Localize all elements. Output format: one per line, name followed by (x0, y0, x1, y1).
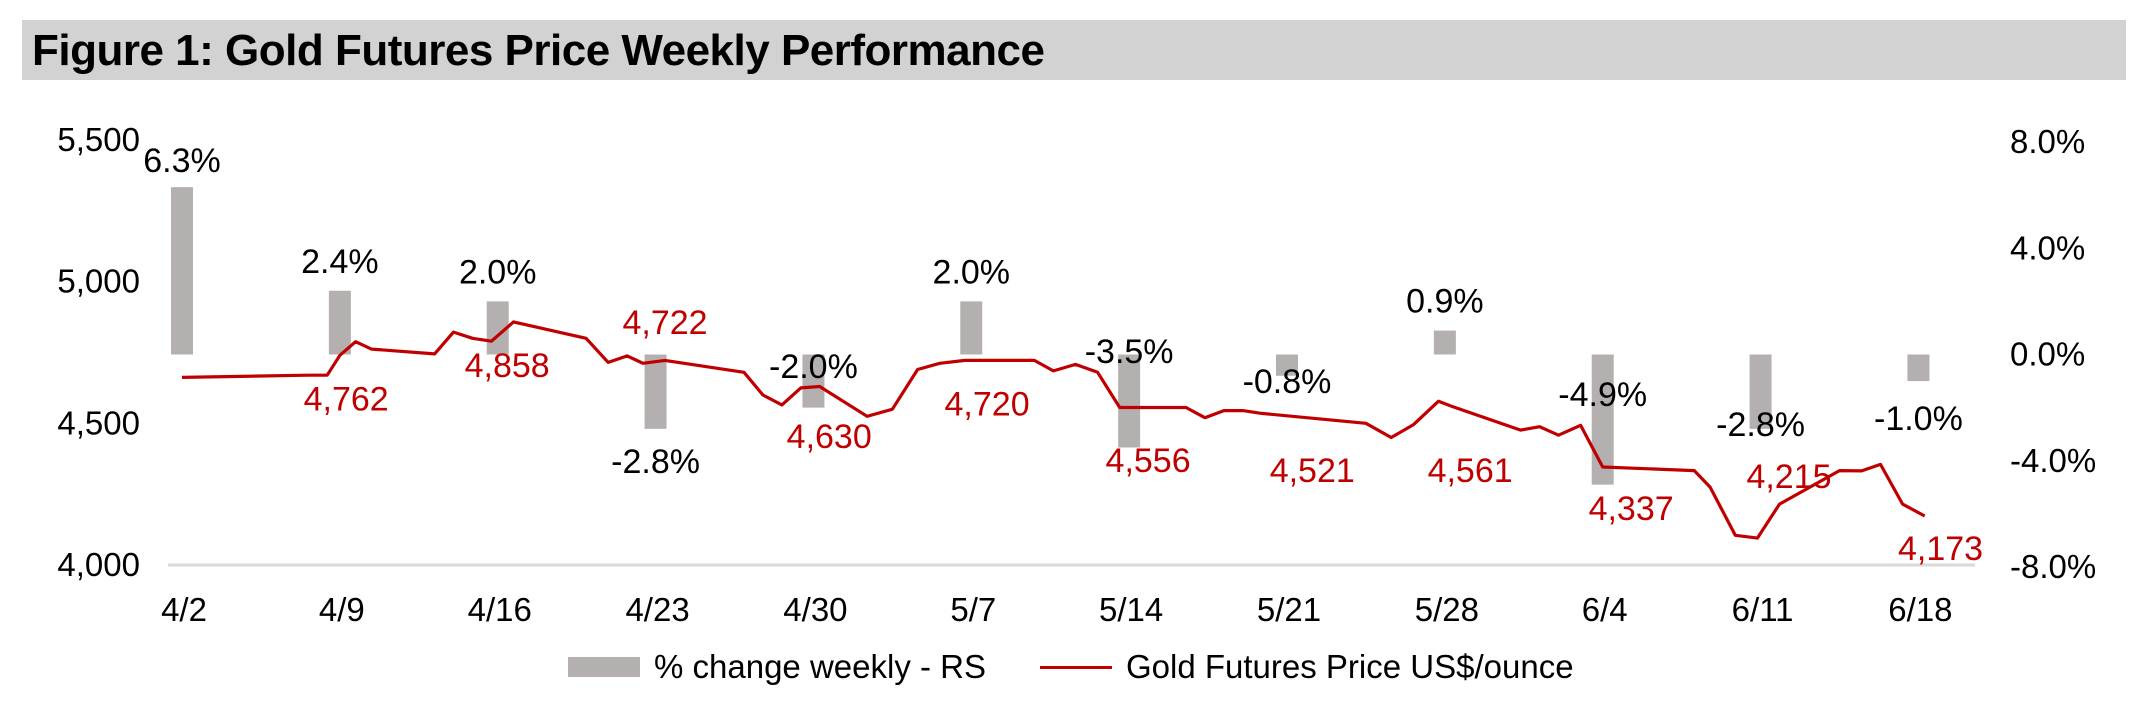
price-value-label: 4,173 (1898, 530, 1983, 568)
bar-pct-change (1749, 354, 1772, 429)
bar-value-label: 2.0% (933, 253, 1011, 291)
y-right-tick-label: 4.0% (2010, 229, 2085, 266)
x-tick-label: 4/30 (783, 591, 847, 628)
x-tick-label: 4/16 (468, 591, 532, 628)
bar-pct-change (960, 301, 983, 355)
bar-pct-change (1907, 354, 1930, 382)
y-right-tick-label: -8.0% (2010, 548, 2096, 585)
bar-value-label: -2.8% (1716, 406, 1805, 444)
bar-pct-change (644, 354, 667, 429)
y-right-tick-label: 0.0% (2010, 336, 2085, 373)
bar-pct-change (1118, 354, 1141, 448)
price-value-label: 4,215 (1746, 458, 1831, 496)
bar-value-label: 0.9% (1406, 283, 1484, 321)
bar-value-label: -2.8% (611, 443, 700, 481)
legend-line-label: Gold Futures Price US$/ounce (1126, 648, 1574, 685)
y-left-tick-label: 4,000 (57, 546, 140, 583)
price-value-label: 4,762 (304, 380, 389, 418)
bar-pct-change (1276, 354, 1298, 376)
bar-value-label: 6.3% (143, 142, 221, 180)
bar-pct-change (328, 290, 351, 355)
x-tick-label: 5/28 (1415, 591, 1479, 628)
price-value-label: 4,561 (1428, 452, 1513, 490)
price-value-label: 4,521 (1270, 452, 1355, 490)
price-value-label: 4,720 (945, 385, 1030, 423)
y-right-tick-label: 8.0% (2010, 123, 2085, 160)
x-tick-label: 5/7 (950, 591, 996, 628)
x-tick-label: 6/18 (1888, 591, 1952, 628)
bar-pct-change (1591, 354, 1614, 485)
legend-bar-swatch (568, 657, 640, 677)
y-left-tick-label: 5,000 (57, 263, 140, 300)
legend-item-line: Gold Futures Price US$/ounce (1040, 648, 1574, 686)
price-value-label: 4,337 (1589, 490, 1674, 528)
bar-value-label: 2.4% (301, 243, 379, 281)
bar-value-label: -1.0% (1874, 400, 1963, 438)
legend-line-swatch (1040, 665, 1112, 669)
y-left-tick-label: 4,500 (57, 404, 140, 441)
x-tick-label: 6/4 (1582, 591, 1628, 628)
bar-value-label: -0.8% (1243, 363, 1332, 401)
legend-bar-label: % change weekly - RS (654, 648, 986, 685)
x-tick-label: 4/9 (319, 591, 365, 628)
price-value-label: 4,556 (1106, 442, 1191, 480)
price-line (181, 320, 1926, 540)
y-left-tick-label: 5,500 (57, 121, 140, 158)
x-tick-label: 4/23 (625, 591, 689, 628)
x-tick-label: 5/14 (1099, 591, 1163, 628)
chart-title: Figure 1: Gold Futures Price Weekly Perf… (32, 26, 1045, 75)
bar-value-label: -2.0% (769, 348, 858, 386)
bar-pct-change (802, 354, 825, 408)
bar-pct-change (1433, 330, 1456, 355)
bar-pct-change (171, 187, 193, 355)
x-tick-label: 6/11 (1732, 591, 1794, 628)
bar-value-label: -4.9% (1558, 376, 1647, 414)
x-tick-label: 5/21 (1257, 591, 1321, 628)
legend-item-bars: % change weekly - RS (568, 648, 986, 686)
price-value-label: 4,722 (622, 304, 707, 342)
bar-value-label: -3.5% (1085, 333, 1174, 371)
y-right-tick-label: -4.0% (2010, 442, 2096, 479)
x-tick-label: 4/2 (161, 591, 207, 628)
title-bar: Figure 1: Gold Futures Price Weekly Perf… (22, 20, 2126, 80)
bar-value-label: 2.0% (459, 253, 537, 291)
price-value-label: 4,630 (787, 418, 872, 456)
legend: % change weekly - RS Gold Futures Price … (0, 648, 2148, 688)
price-value-label: 4,858 (465, 347, 550, 385)
